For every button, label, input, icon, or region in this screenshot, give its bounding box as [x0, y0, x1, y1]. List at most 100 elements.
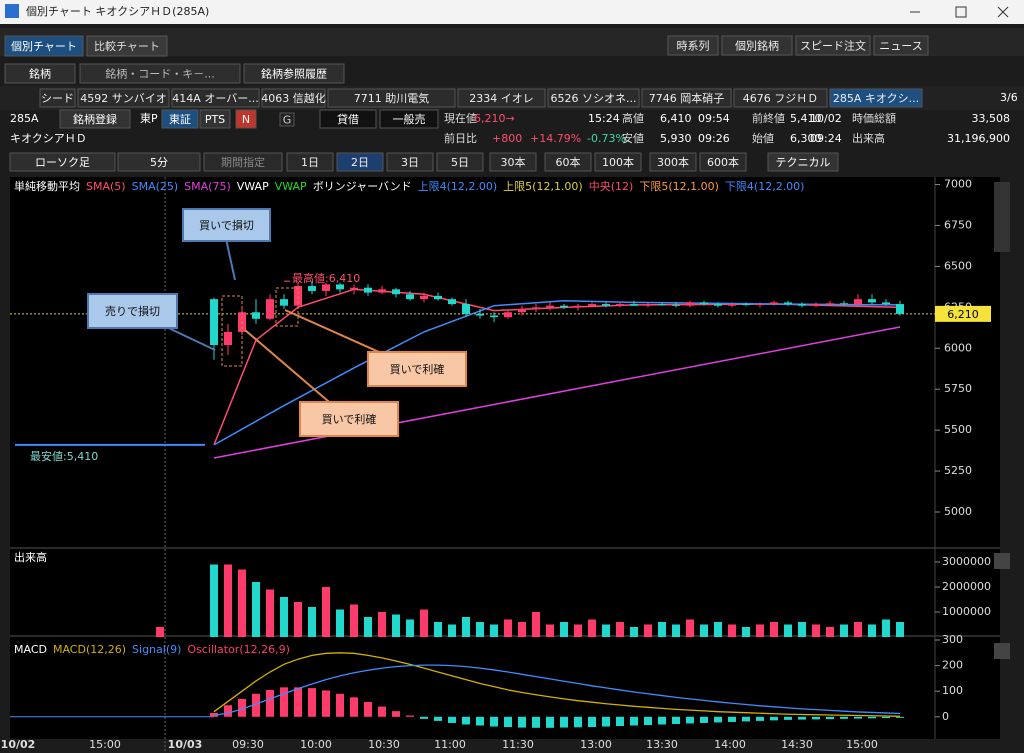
maximize-button[interactable]: [955, 6, 967, 18]
oscillator-bar: [602, 716, 610, 727]
x-tick-label: 11:00: [434, 738, 466, 751]
close-panel[interactable]: [994, 553, 1010, 569]
range-button[interactable]: [336, 152, 384, 172]
tab[interactable]: [4, 35, 84, 57]
x-tick-label: 10:30: [368, 738, 400, 751]
history-dropdown[interactable]: [243, 63, 345, 84]
stock-tab[interactable]: [77, 88, 170, 108]
volume-bar: [406, 619, 414, 637]
candle-body: [658, 304, 666, 306]
stock-tab-label: 4592 サンバイオ: [80, 92, 167, 105]
interval-dropdown[interactable]: [117, 152, 201, 172]
range-button[interactable]: [699, 152, 747, 172]
stock-tab[interactable]: [327, 88, 456, 108]
range-button[interactable]: [544, 152, 592, 172]
candle-body: [812, 304, 820, 306]
stock-tab-label: 4063 信越化: [261, 91, 326, 105]
oscillator-bar: [896, 716, 904, 718]
oscillator-bar: [350, 697, 358, 717]
range-button[interactable]: [386, 152, 434, 172]
stock-tab-label: 6526 ソシオネ...: [551, 92, 637, 105]
y-tick-label: 6000: [944, 341, 972, 354]
stock-tab[interactable]: [457, 88, 546, 108]
stock-tab[interactable]: [733, 88, 828, 108]
quote-field: 始値: [752, 131, 774, 145]
short-button[interactable]: [379, 109, 439, 129]
volume-bar: [686, 619, 694, 637]
toolbar-button[interactable]: [721, 35, 793, 56]
oscillator-bar: [742, 716, 750, 722]
oscillator-bar: [266, 689, 274, 717]
range-button[interactable]: [489, 152, 537, 172]
toolbar-button[interactable]: [667, 35, 719, 56]
margin-button[interactable]: [319, 109, 377, 129]
side-tools[interactable]: [994, 182, 1010, 252]
market: 東P: [140, 112, 158, 125]
candle-body: [322, 284, 330, 291]
stock-tab[interactable]: [171, 88, 260, 108]
oscillator-bar: [224, 705, 232, 717]
candle-body: [644, 304, 652, 306]
volume-bar: [630, 627, 638, 637]
oscillator-bar: [854, 716, 862, 719]
candle-body: [210, 299, 218, 345]
y-tick-label: 0: [942, 710, 949, 723]
quote-field: 出来高: [852, 131, 885, 145]
volume-bar: [308, 607, 316, 637]
quote-field: 6,410: [660, 112, 692, 125]
exchange-button[interactable]: [161, 109, 199, 129]
x-tick-label: 10/02: [1, 738, 36, 751]
stock-tab[interactable]: [641, 88, 732, 108]
oscillator-bar: [826, 716, 834, 720]
candle-body: [476, 313, 484, 316]
news-icon[interactable]: [235, 109, 257, 129]
g-icon[interactable]: [279, 112, 295, 127]
toolbar-button-label: 時系列: [677, 39, 710, 53]
y-tick-label: 1000000: [942, 605, 991, 618]
oscillator-bar: [574, 716, 582, 728]
oscillator-bar: [238, 698, 246, 717]
range-button[interactable]: [436, 152, 484, 172]
current-price-tag: [935, 305, 991, 322]
stock-tab[interactable]: [39, 88, 76, 108]
legend-entry: Signal(9): [132, 643, 181, 656]
register-button[interactable]: [59, 109, 131, 129]
technical-button[interactable]: [767, 152, 839, 172]
oscillator-bar: [868, 716, 876, 719]
pts-button[interactable]: [199, 109, 231, 129]
candle-body: [532, 307, 540, 309]
stock-code: 285A: [10, 112, 39, 125]
oscillator-bar: [616, 716, 624, 727]
range-button[interactable]: [286, 152, 334, 172]
chart-type-dropdown[interactable]: [9, 152, 116, 172]
highlight-box: [275, 287, 299, 327]
oscillator-bar: [322, 690, 330, 717]
period-dropdown[interactable]: [203, 152, 283, 172]
close-panel[interactable]: [994, 643, 1010, 659]
candle-body: [280, 299, 288, 306]
stock-tab[interactable]: [547, 88, 640, 108]
panel-label: 出来高: [14, 550, 47, 564]
toolbar-button[interactable]: [873, 35, 929, 56]
oscillator-bar: [504, 716, 512, 728]
volume-bar: [462, 617, 470, 637]
symbol-dropdown[interactable]: [4, 63, 76, 84]
symbol-input[interactable]: [79, 63, 241, 84]
volume-bar: [700, 624, 708, 637]
quote-field: 安値: [622, 131, 644, 145]
period-dropdown-label: 期間指定: [221, 155, 265, 169]
stock-name: キオクシアＨＤ: [10, 132, 87, 145]
oscillator-bar: [756, 716, 764, 721]
candle-body: [756, 304, 764, 306]
tab[interactable]: [86, 35, 168, 57]
volume-bar: [602, 624, 610, 637]
volume-bar: [434, 622, 442, 637]
close-button[interactable]: [997, 6, 1009, 18]
range-button[interactable]: [594, 152, 642, 172]
toolbar-button[interactable]: [795, 35, 871, 56]
stock-tab[interactable]: [829, 88, 923, 108]
toolbar-button-label: スピード注文: [800, 39, 866, 53]
stock-tab[interactable]: [261, 88, 326, 108]
volume-bar: [742, 627, 750, 637]
range-button[interactable]: [649, 152, 697, 172]
